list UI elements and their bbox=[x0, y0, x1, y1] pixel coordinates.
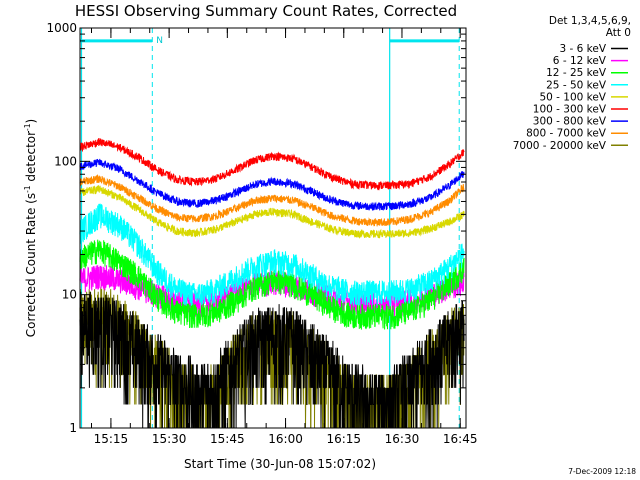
x-tick-label: 15:30 bbox=[152, 432, 187, 446]
y-axis-label-part: ) bbox=[24, 119, 38, 124]
series-layer bbox=[79, 137, 465, 429]
x-tick-label: 15:15 bbox=[94, 432, 129, 446]
y-axis-label-part: detector bbox=[24, 131, 38, 186]
series-line bbox=[79, 291, 465, 429]
series-line bbox=[79, 239, 465, 330]
legend-label: 800 - 7000 keV bbox=[526, 128, 607, 140]
legend-label: 6 - 12 keV bbox=[553, 55, 607, 67]
series-line bbox=[79, 137, 465, 191]
series-line bbox=[79, 158, 465, 211]
plot-frame bbox=[79, 27, 467, 429]
x-tick-label: 16:15 bbox=[326, 432, 361, 446]
y-axis: 1 10 100 1000 bbox=[46, 21, 466, 435]
legend-label: 25 - 50 keV bbox=[546, 79, 607, 91]
legend-label: 300 - 800 keV bbox=[533, 116, 607, 128]
saa-marker-label: N bbox=[156, 36, 163, 46]
legend-header-line: Det 1,3,4,5,6,9, bbox=[549, 15, 631, 27]
y-axis-label-superscript: -1 bbox=[23, 123, 32, 131]
y-tick-label: 1000 bbox=[46, 21, 77, 35]
y-tick-label: 1 bbox=[69, 421, 77, 435]
y-tick-label: 10 bbox=[62, 288, 77, 302]
y-axis-label: Corrected Count Rate (s-1 detector-1) bbox=[23, 119, 38, 337]
legend-header-line: Att 0 bbox=[606, 27, 631, 39]
footer-timestamp: 7-Dec-2009 12:18 bbox=[568, 467, 636, 476]
y-axis-label-superscript: -1 bbox=[23, 185, 32, 193]
x-axis-label: Start Time (30-Jun-08 15:07:02) bbox=[184, 457, 376, 471]
series-line bbox=[79, 173, 465, 227]
y-axis-label-part: Corrected Count Rate (s bbox=[24, 193, 38, 337]
legend-label: 100 - 300 keV bbox=[533, 104, 607, 116]
legend-label: 12 - 25 keV bbox=[546, 67, 607, 79]
series-line bbox=[79, 203, 465, 307]
x-tick-label: 16:45 bbox=[443, 432, 478, 446]
chart-title: HESSI Observing Summary Count Rates, Cor… bbox=[75, 2, 457, 20]
legend-label: 3 - 6 keV bbox=[559, 43, 606, 55]
y-tick-label: 100 bbox=[54, 154, 77, 168]
x-tick-label: 16:30 bbox=[385, 432, 420, 446]
legend-label: 50 - 100 keV bbox=[539, 91, 606, 103]
x-tick-label: 15:45 bbox=[210, 432, 245, 446]
x-tick-label: 16:00 bbox=[268, 432, 303, 446]
x-axis: 15:15 15:30 15:45 16:00 16:15 16:30 16:45 bbox=[91, 28, 478, 446]
legend-label: 7000 - 20000 keV bbox=[513, 140, 607, 152]
series-line bbox=[79, 185, 465, 239]
